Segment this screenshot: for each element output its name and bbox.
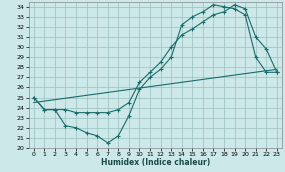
X-axis label: Humidex (Indice chaleur): Humidex (Indice chaleur) [101, 158, 210, 168]
